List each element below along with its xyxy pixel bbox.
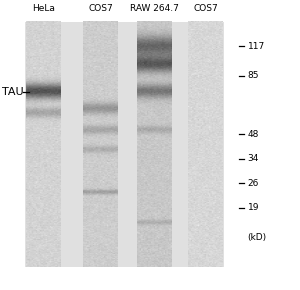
Text: COS7: COS7 xyxy=(193,4,218,13)
Text: 19: 19 xyxy=(248,204,259,213)
Text: HeLa: HeLa xyxy=(32,4,55,13)
Text: 85: 85 xyxy=(248,71,259,80)
Text: (kD): (kD) xyxy=(248,233,267,242)
Text: RAW 264.7: RAW 264.7 xyxy=(130,4,179,13)
Text: 117: 117 xyxy=(248,42,265,51)
Text: 34: 34 xyxy=(248,155,259,164)
Text: 26: 26 xyxy=(248,179,259,188)
Text: 48: 48 xyxy=(248,130,259,139)
Text: TAU: TAU xyxy=(2,87,23,97)
Bar xyxy=(25,22,224,267)
Text: COS7: COS7 xyxy=(88,4,113,13)
